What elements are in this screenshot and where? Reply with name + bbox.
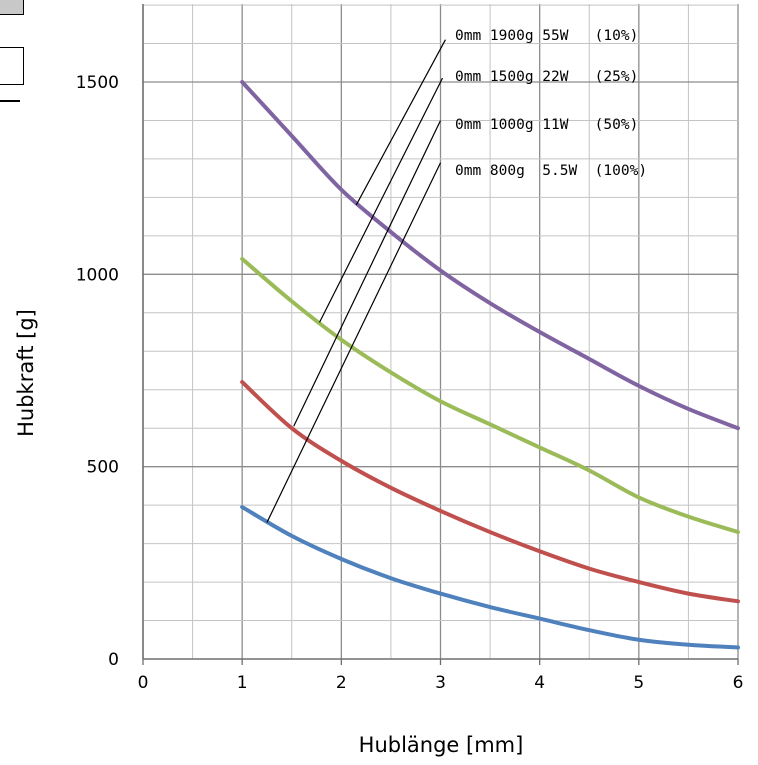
y-tick-label: 500	[87, 458, 119, 478]
x-axis-title: Hublänge [mm]	[359, 733, 524, 757]
cropped-line-fragment	[0, 100, 20, 102]
x-tick-label: 2	[336, 673, 347, 693]
x-tick-label: 6	[733, 673, 744, 693]
tick-labels: 0 1 2 3 4 5 6 0 500 1000 1500	[76, 73, 744, 693]
annotation-line-4	[266, 162, 442, 523]
annotation-label-3: 0mm 1000g 11W (50%)	[455, 117, 638, 133]
y-tick-label: 1000	[76, 265, 119, 285]
annotation-line-2	[318, 77, 444, 323]
series-line-1	[240, 80, 740, 431]
y-tick-label: 0	[108, 650, 119, 670]
annotation-layer: 0mm 1900g 55W (10%) 0mm 1500g 22W (25%) 0m…	[266, 28, 647, 523]
x-tick-label: 0	[138, 673, 149, 693]
annotation-label-1: 0mm 1900g 55W (10%)	[455, 28, 638, 44]
series-line-2	[240, 256, 740, 535]
series-line-3	[240, 380, 740, 604]
y-tick-label: 1500	[76, 73, 119, 93]
cropped-box-middle	[0, 47, 24, 85]
x-tick-label: 1	[237, 673, 248, 693]
annotation-line-3	[293, 120, 442, 427]
series-line-4	[240, 505, 740, 650]
series-layer	[240, 80, 740, 650]
x-tick-label: 4	[534, 673, 545, 693]
annotation-line-1	[355, 39, 446, 206]
annotation-label-2: 0mm 1500g 22W (25%)	[455, 69, 638, 85]
x-tick-label: 3	[435, 673, 446, 693]
grid	[142, 4, 739, 665]
cropped-box-top	[0, 0, 24, 15]
annotation-label-4: 0mm 800g 5.5W (100%)	[455, 163, 647, 179]
y-axis-title: Hubkraft [g]	[14, 309, 38, 437]
x-tick-label: 5	[633, 673, 644, 693]
